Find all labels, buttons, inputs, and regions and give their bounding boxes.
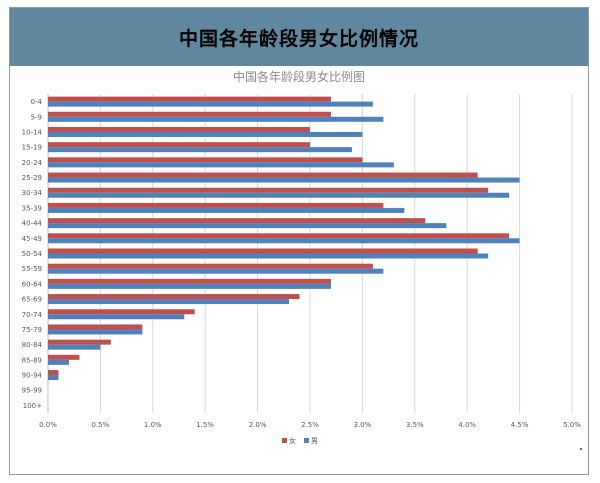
x-tick-label: 3.5% bbox=[406, 421, 424, 429]
x-tick-label: 4.5% bbox=[511, 421, 529, 429]
bar-male bbox=[48, 375, 59, 381]
y-tick-label: 55-59 bbox=[22, 265, 42, 273]
y-tick-label: 85-89 bbox=[22, 356, 42, 364]
legend-label: 女 bbox=[289, 436, 296, 445]
bar-female bbox=[48, 172, 478, 178]
bar-female bbox=[48, 370, 59, 376]
bar-male bbox=[48, 329, 143, 335]
bar-female bbox=[48, 157, 363, 163]
bar-female bbox=[48, 309, 195, 315]
y-tick-label: 0-4 bbox=[31, 98, 43, 106]
x-tick-label: 2.0% bbox=[249, 421, 267, 429]
y-tick-label: 100+ bbox=[23, 402, 42, 410]
x-tick-label: 0.0% bbox=[39, 421, 57, 429]
bar-female bbox=[48, 354, 80, 360]
x-tick-label: 1.5% bbox=[196, 421, 214, 429]
page-title: 中国各年龄段男女比例情况 bbox=[178, 27, 419, 50]
legend-swatch bbox=[282, 438, 287, 443]
bar-female bbox=[48, 233, 510, 239]
y-tick-label: 25-29 bbox=[22, 174, 42, 182]
bar-male bbox=[48, 177, 520, 183]
bar-female bbox=[48, 324, 143, 330]
y-tick-label: 5-9 bbox=[31, 113, 42, 121]
header-banner: 中国各年龄段男女比例情况 bbox=[10, 8, 588, 66]
bar-male bbox=[48, 314, 185, 320]
y-tick-label: 75-79 bbox=[22, 326, 42, 334]
bar-male bbox=[48, 299, 290, 305]
bar-male bbox=[48, 359, 69, 365]
bar-female bbox=[48, 202, 384, 208]
y-tick-label: 80-84 bbox=[22, 341, 43, 349]
y-tick-label: 40-44 bbox=[22, 220, 43, 228]
bar-female bbox=[48, 218, 426, 224]
bar-male bbox=[48, 268, 384, 274]
x-tick-label: 4.0% bbox=[458, 421, 476, 429]
y-tick-label: 50-54 bbox=[22, 250, 43, 258]
y-tick-label: 90-94 bbox=[22, 372, 43, 380]
bar-female bbox=[48, 294, 300, 300]
y-tick-label: 65-69 bbox=[22, 296, 42, 304]
bar-female bbox=[48, 142, 310, 148]
y-tick-label: 30-34 bbox=[22, 189, 43, 197]
bar-chart: 0.0% 0.5% 1.0% 1.5% 2.0% 2.5% 3.0% 3.5% 4.0% 4.5%… bbox=[22, 94, 581, 445]
bar-male bbox=[48, 283, 331, 289]
bar-female bbox=[48, 96, 331, 102]
bar-male bbox=[48, 101, 373, 107]
bar-female bbox=[48, 339, 111, 345]
x-tick-label: 2.5% bbox=[301, 421, 319, 429]
bar-male bbox=[48, 253, 489, 259]
bar-male bbox=[48, 238, 520, 244]
x-tick-label: 1.0% bbox=[144, 421, 162, 429]
bar-male bbox=[48, 223, 447, 229]
y-tick-label: 45-49 bbox=[22, 235, 42, 243]
bar-male bbox=[48, 147, 352, 153]
y-tick-label: 95-99 bbox=[22, 387, 42, 395]
y-tick-label: 35-39 bbox=[22, 204, 42, 212]
x-tick-label: 5.0% bbox=[563, 421, 581, 429]
x-tick-label: 0.5% bbox=[92, 421, 110, 429]
x-tick-label: 3.0% bbox=[354, 421, 372, 429]
y-tick-label: 60-64 bbox=[22, 280, 43, 288]
bar-female bbox=[48, 248, 478, 254]
bar-male bbox=[48, 162, 394, 168]
bar-female bbox=[48, 278, 331, 284]
bar-male bbox=[48, 207, 405, 213]
y-tick-label: 10-14 bbox=[22, 128, 43, 136]
bar-male bbox=[48, 116, 384, 122]
corner-dot bbox=[580, 448, 582, 450]
bar-male bbox=[48, 344, 101, 350]
bar-female bbox=[48, 111, 331, 117]
y-tick-label: 15-19 bbox=[22, 144, 42, 152]
bar-female bbox=[48, 187, 489, 193]
y-tick-label: 20-24 bbox=[22, 159, 43, 167]
bar-male bbox=[48, 192, 510, 198]
bar-male bbox=[48, 131, 363, 137]
legend-label: 男 bbox=[311, 437, 318, 445]
bar-female bbox=[48, 263, 373, 269]
y-tick-label: 70-74 bbox=[22, 311, 43, 319]
bar-female bbox=[48, 126, 310, 132]
chart-frame: 中国各年龄段男女比例情况 中国各年龄段男女比例图 0.0% 0.5% 1.0% 1.5… bbox=[9, 7, 589, 475]
legend-swatch bbox=[304, 438, 309, 443]
chart-title: 中国各年龄段男女比例图 bbox=[232, 70, 365, 84]
